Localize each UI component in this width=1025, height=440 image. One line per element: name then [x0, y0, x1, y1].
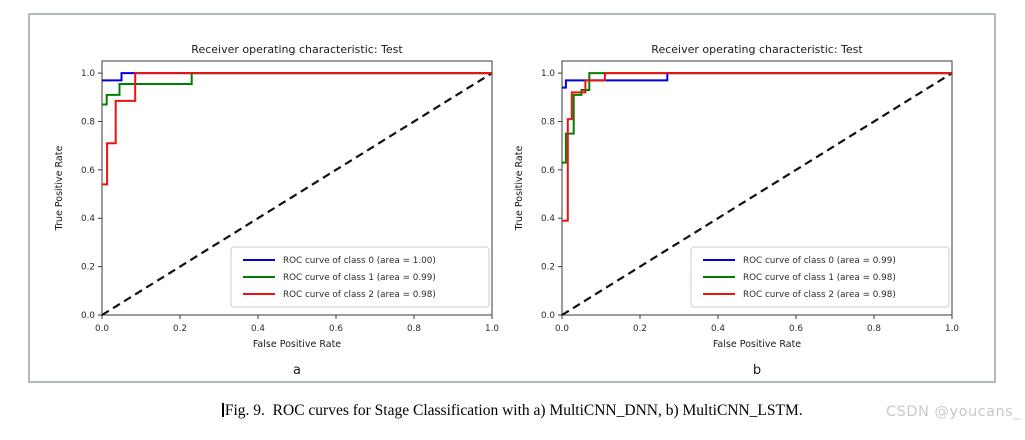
x-axis-label: False Positive Rate: [253, 339, 341, 350]
y-tick-label: 0.8: [81, 117, 95, 127]
chance-diagonal-line: [101, 72, 493, 316]
roc-chart-b: Receiver operating characteristic: Test 0…: [502, 35, 967, 380]
legend-entry-label: ROC curve of class 1 (area = 0.99): [283, 273, 436, 283]
legend-entry-label: ROC curve of class 2 (area = 0.98): [743, 290, 896, 300]
roc-curve-class-1: [562, 72, 952, 164]
x-tick-label: 0.2: [173, 324, 187, 334]
x-tick-label: 0.0: [555, 324, 569, 334]
legend-entry-label: ROC curve of class 2 (area = 0.98): [283, 290, 436, 300]
plot-box: [101, 60, 493, 316]
chart-svg: Receiver operating characteristic: Test 0…: [514, 43, 959, 378]
chart-title: Receiver operating characteristic: Test: [191, 43, 403, 56]
x-tick-label: 0.4: [711, 324, 725, 334]
roc-curve-class-1: [102, 72, 492, 106]
legend-box: [690, 246, 950, 308]
roc-curve-class-0: [102, 72, 492, 82]
y-tick-label: 0.4: [81, 214, 95, 224]
roc-curve-class-2: [102, 72, 492, 186]
y-tick-label: 0.6: [81, 166, 95, 176]
y-tick-label: 1.0: [81, 69, 95, 79]
x-tick-label: 0.6: [329, 324, 343, 334]
x-axis-label: False Positive Rate: [713, 339, 801, 350]
legend-entry-label: ROC curve of class 0 (area = 0.99): [743, 256, 896, 266]
figure-caption-text: Fig. 9. ROC curves for Stage Classificat…: [224, 402, 803, 419]
x-tick-label: 0.6: [789, 324, 803, 334]
roc-curve-class-2: [562, 72, 952, 222]
chance-diagonal-line: [561, 72, 953, 316]
text-cursor: [222, 403, 224, 417]
legend-box: [230, 246, 490, 308]
legend-entry-label: ROC curve of class 0 (area = 1.00): [283, 256, 436, 266]
y-tick-label: 0.2: [81, 263, 95, 273]
x-tick-label: 0.8: [407, 324, 421, 334]
watermark: CSDN @youcans_: [886, 404, 1021, 420]
x-tick-label: 1.0: [945, 324, 959, 334]
caption-row: Fig. 9. ROC curves for Stage Classificat…: [0, 402, 1025, 430]
y-tick-label: 0.0: [541, 311, 555, 321]
figure-caption: Fig. 9. ROC curves for Stage Classificat…: [0, 402, 1025, 420]
x-tick-label: 1.0: [485, 324, 499, 334]
y-tick-label: 0.6: [541, 166, 555, 176]
y-tick-label: 0.4: [541, 214, 555, 224]
y-axis-label: True Positive Rate: [514, 146, 525, 232]
chart-svg: Receiver operating characteristic: Test 0…: [54, 43, 499, 378]
subplot-letter: b: [753, 363, 761, 378]
x-tick-label: 0.8: [867, 324, 881, 334]
y-tick-label: 1.0: [541, 69, 555, 79]
plot-box: [561, 60, 953, 316]
y-tick-label: 0.2: [541, 263, 555, 273]
roc-curve-class-0: [562, 72, 952, 89]
y-tick-label: 0.0: [81, 311, 95, 321]
y-tick-label: 0.8: [541, 117, 555, 127]
y-axis-label: True Positive Rate: [54, 146, 65, 232]
figure-panel: Receiver operating characteristic: Test 0…: [28, 13, 996, 383]
subplot-letter: a: [293, 363, 301, 378]
roc-chart-a: Receiver operating characteristic: Test 0…: [42, 35, 507, 380]
legend-entry-label: ROC curve of class 1 (area = 0.98): [743, 273, 896, 283]
x-tick-label: 0.4: [251, 324, 265, 334]
x-tick-label: 0.2: [633, 324, 647, 334]
x-tick-label: 0.0: [95, 324, 109, 334]
chart-title: Receiver operating characteristic: Test: [651, 43, 863, 56]
